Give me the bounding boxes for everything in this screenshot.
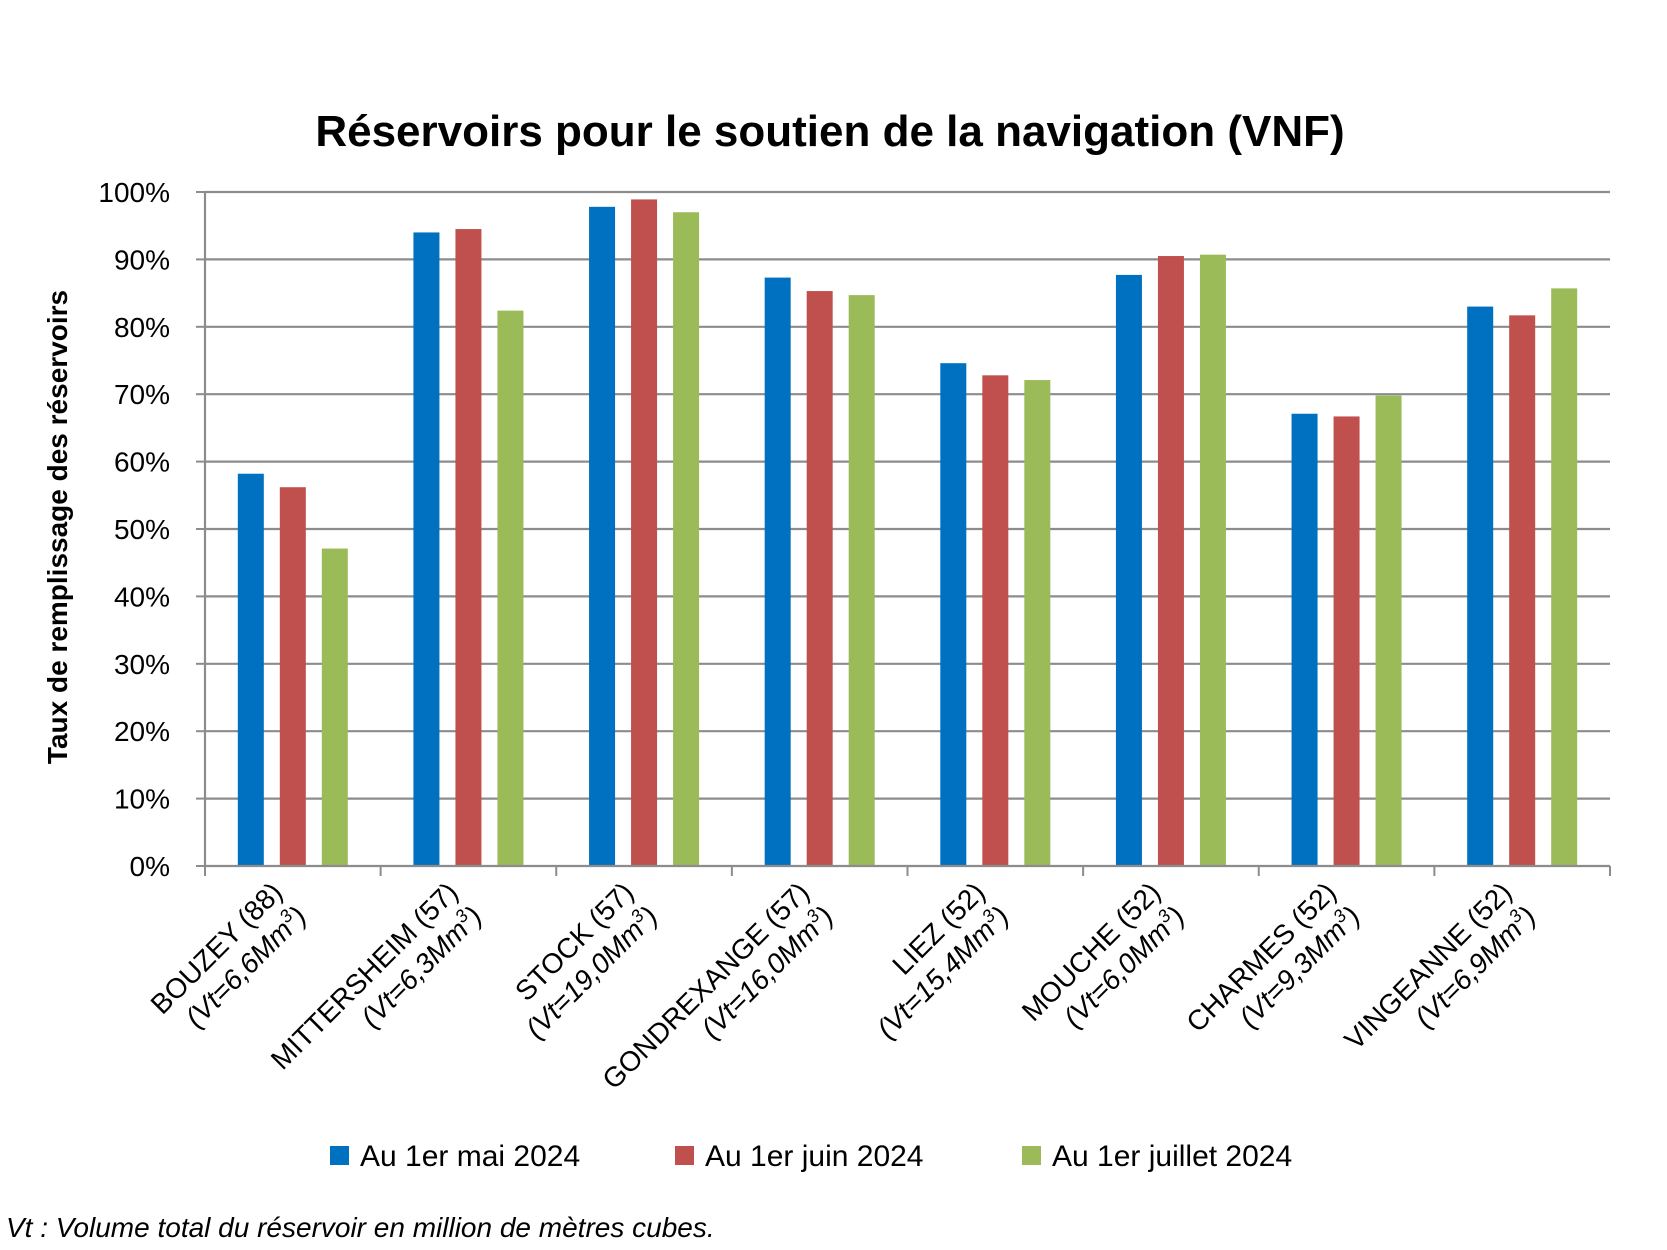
bar — [237, 473, 264, 866]
y-tick-label: 40% — [114, 581, 170, 612]
bar — [1333, 416, 1360, 866]
bar — [497, 310, 524, 866]
bar — [1024, 380, 1051, 866]
legend-label: Au 1er mai 2024 — [360, 1140, 580, 1173]
y-tick-label: 70% — [114, 379, 170, 410]
bar — [673, 212, 700, 867]
y-tick-label: 20% — [114, 716, 170, 747]
legend: Au 1er mai 2024 Au 1er juin 2024 Au 1er ju… — [330, 1140, 1292, 1173]
footnote: Vt : Volume total du réservoir en millio… — [6, 1212, 715, 1243]
legend-item: Au 1er juillet 2024 — [1022, 1140, 1292, 1173]
y-tick-label: 10% — [114, 784, 170, 815]
category-label: LIEZ (52)(Vt=15,4Mm3) — [871, 876, 1015, 1044]
bar — [589, 206, 616, 866]
legend-item: Au 1er mai 2024 — [330, 1140, 580, 1173]
bar — [1291, 413, 1318, 866]
y-tick-label: 100% — [98, 177, 170, 208]
bar — [455, 229, 482, 866]
bar — [1375, 395, 1402, 866]
axes — [203, 192, 1611, 876]
bar — [1551, 288, 1578, 867]
category-label: VINGEANNE (52)(Vt=6,9Mm3) — [1338, 876, 1541, 1055]
legend-label: Au 1er juillet 2024 — [1052, 1140, 1292, 1173]
y-tick-label: 0% — [130, 851, 170, 882]
y-tick-labels: 0% 10% 20% 30% 40% 50% 60% 70% 80% 90% 100% — [98, 177, 170, 882]
y-tick-label: 50% — [114, 514, 170, 545]
bar — [806, 291, 833, 866]
category-label: MOUCHE (52)(Vt=6,0Mm3) — [1016, 876, 1191, 1033]
bar — [1467, 306, 1494, 867]
y-tick-label: 80% — [114, 312, 170, 343]
bar — [321, 548, 348, 866]
bar — [631, 199, 658, 866]
bar — [1509, 315, 1536, 866]
legend-swatch — [675, 1146, 694, 1165]
bar — [848, 295, 875, 866]
bars — [237, 199, 1578, 867]
y-tick-label: 90% — [114, 244, 170, 275]
category-labels: BOUZEY (88)(Vt=6,6Mm3)MITTERSHEIM (57)(V… — [145, 876, 1542, 1095]
bar — [982, 375, 1009, 866]
category-label: STOCK (57)(Vt=19,0Mm3) — [509, 876, 664, 1044]
legend-swatch — [330, 1146, 349, 1165]
legend-item: Au 1er juin 2024 — [675, 1140, 924, 1173]
bar — [940, 363, 967, 866]
bar — [1115, 274, 1142, 867]
bar — [413, 232, 440, 866]
y-axis-label: Taux de remplissage des réservoirs — [42, 290, 73, 764]
category-label: BOUZEY (88)(Vt=6,6Mm3) — [145, 876, 313, 1033]
legend-label: Au 1er juin 2024 — [705, 1140, 924, 1173]
bar — [1157, 256, 1184, 866]
bar — [764, 277, 791, 866]
y-tick-label: 60% — [114, 447, 170, 478]
bar — [1199, 254, 1226, 866]
chart-title: Réservoirs pour le soutien de la navigat… — [315, 107, 1344, 156]
y-tick-label: 30% — [114, 649, 170, 680]
legend-swatch — [1022, 1146, 1041, 1165]
bar — [279, 487, 306, 866]
